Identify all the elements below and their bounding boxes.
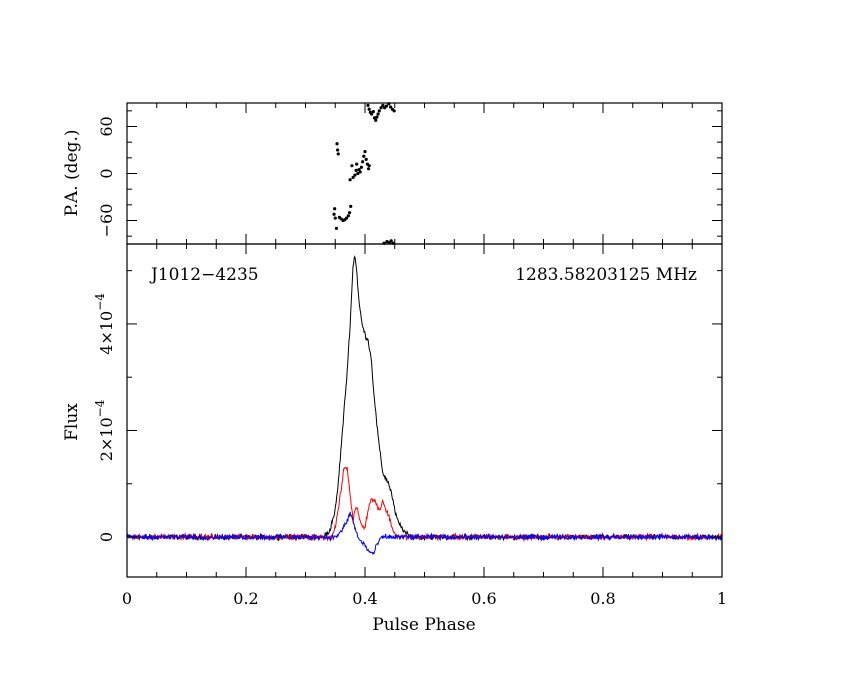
pa-point [346, 214, 350, 218]
pa-y-tick-label: −60 [97, 204, 116, 238]
pa-point [358, 170, 362, 174]
pa-point [351, 175, 355, 180]
pa-point [379, 106, 383, 110]
pa-point [369, 112, 374, 116]
position-angle-y-tick-labels: −60 0 60 [97, 116, 116, 237]
flux-y-tick-label: 0 [97, 532, 116, 542]
pa-point [374, 118, 378, 122]
position-angle-ticks [126, 103, 723, 244]
flux-axis-label: Flux [62, 403, 82, 441]
pa-point [375, 115, 379, 119]
pa-point [364, 157, 368, 161]
pa-point [356, 171, 360, 176]
flux-y-tick-label: 4×10−4 [93, 293, 116, 355]
x-axis-label: Pulse Phase [372, 615, 475, 635]
x-tick-label: 0.4 [352, 589, 377, 608]
pa-y-tick-label: 60 [97, 116, 116, 136]
x-tick-labels: 0 0.2 0.4 0.6 0.8 1 [122, 589, 727, 608]
pulsar-name-label: J1012−4235 [149, 265, 259, 285]
pa-point [362, 154, 366, 158]
pa-point [376, 112, 380, 116]
flux-ticks [126, 244, 723, 577]
pa-point [389, 239, 393, 243]
pa-point [348, 178, 352, 182]
pa-point [367, 107, 371, 111]
x-tick-label: 0.6 [471, 589, 496, 608]
pa-point [367, 164, 371, 168]
pa-point [381, 103, 385, 107]
pa-point [349, 204, 353, 208]
pa-point [336, 152, 340, 156]
pa-point [333, 216, 337, 220]
frequency-label: 1283.58203125 MHz [515, 265, 697, 285]
pa-y-tick-label: 0 [97, 168, 116, 178]
x-tick-label: 0.8 [590, 589, 615, 608]
flux-panel: 02×10−44×10−4 0 0.2 0.4 0.6 0.8 1 J1012−4235 … [62, 243, 727, 635]
pa-point [366, 103, 370, 107]
pa-point [363, 149, 367, 154]
pa-point [344, 216, 349, 220]
position-angle-axis-label: P.A. (deg.) [62, 130, 82, 217]
flux-frame [126, 243, 723, 578]
position-angle-panel: −60 0 60 P.A. (deg.) [62, 102, 723, 245]
flux-y-tick-label: 2×10−4 [93, 399, 116, 461]
pa-point [388, 105, 393, 109]
pa-point [361, 160, 365, 164]
pa-point [377, 109, 381, 113]
position-angle-frame [126, 102, 723, 245]
x-tick-label: 0.2 [233, 589, 258, 608]
flux-series-line [126, 255, 723, 542]
pa-point [355, 162, 359, 166]
flux-series-line [126, 466, 723, 543]
x-tick-label: 1 [717, 589, 727, 608]
position-angle-points [332, 102, 396, 245]
pa-point [350, 164, 354, 168]
pa-point [335, 142, 339, 146]
pa-point [392, 109, 396, 113]
pa-point [384, 104, 389, 108]
pa-point [371, 110, 375, 114]
pa-point [354, 168, 358, 172]
flux-series-line [126, 511, 723, 556]
pa-point [334, 226, 339, 230]
pa-point [333, 207, 337, 211]
pa-point [359, 165, 364, 169]
pa-point [332, 212, 336, 216]
flux-series-lines [126, 255, 723, 556]
x-tick-label: 0 [122, 589, 132, 608]
pa-point [353, 173, 357, 177]
pa-point [336, 148, 340, 152]
pa-point [347, 211, 352, 215]
flux-y-tick-labels: 0 2×10−4 4×10−4 [93, 293, 116, 542]
pa-point [366, 167, 371, 171]
